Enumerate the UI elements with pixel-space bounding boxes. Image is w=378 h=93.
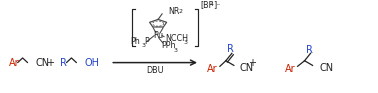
Text: DBU: DBU <box>146 66 164 74</box>
Text: NR: NR <box>168 8 180 16</box>
Text: Ru: Ru <box>153 31 163 40</box>
Text: PPh: PPh <box>161 41 176 50</box>
Text: OH: OH <box>84 58 99 68</box>
Text: Ar: Ar <box>285 64 296 74</box>
Text: Ph: Ph <box>130 37 140 46</box>
Text: R: R <box>228 44 234 54</box>
Text: +: + <box>248 58 256 68</box>
Text: 3: 3 <box>183 40 187 45</box>
Text: NCCH: NCCH <box>165 34 188 43</box>
Text: Ar: Ar <box>207 64 218 74</box>
Text: 2: 2 <box>178 9 182 14</box>
Text: +: + <box>46 58 54 68</box>
Text: [BF: [BF <box>200 1 213 10</box>
Text: CN: CN <box>36 58 50 68</box>
Text: R: R <box>306 45 313 55</box>
Text: 3: 3 <box>173 48 177 53</box>
Text: 4: 4 <box>210 2 214 7</box>
Text: 3: 3 <box>141 43 145 48</box>
Text: ]⁻: ]⁻ <box>213 1 220 10</box>
Text: P: P <box>144 37 149 46</box>
Text: CN: CN <box>240 63 254 73</box>
Text: CN: CN <box>319 63 334 73</box>
Text: R: R <box>60 58 67 68</box>
Text: Ar: Ar <box>9 58 19 68</box>
